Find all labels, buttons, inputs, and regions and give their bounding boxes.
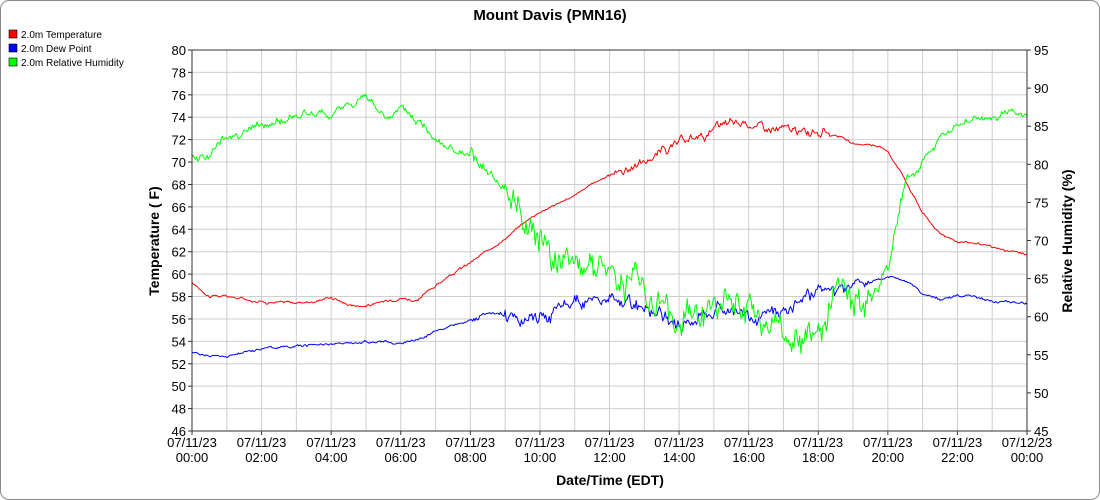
chart-title: Mount Davis (PMN16) xyxy=(473,7,626,24)
x-tick-time: 18:00 xyxy=(802,450,835,465)
legend-label-dew-point: 2.0m Dew Point xyxy=(21,44,92,55)
y-axis-left-title: Temperature ( F) xyxy=(146,186,162,295)
x-tick-date: 07/11/23 xyxy=(724,435,774,450)
y2-tick-label: 80 xyxy=(1034,157,1048,172)
x-tick-date: 07/11/23 xyxy=(654,435,704,450)
y-tick-label: 54 xyxy=(172,334,186,349)
series-line-dew-point xyxy=(191,275,1028,358)
x-tick-time: 08:00 xyxy=(454,450,487,465)
y-tick-label: 56 xyxy=(172,312,186,327)
x-tick-date: 07/11/23 xyxy=(863,435,913,450)
y-tick-label: 48 xyxy=(172,402,186,417)
y-tick-label: 52 xyxy=(172,357,186,372)
legend-label-temperature: 2.0m Temperature xyxy=(21,30,102,41)
x-tick-date: 07/11/23 xyxy=(515,435,565,450)
y-tick-label: 46 xyxy=(172,424,186,439)
x-tick-time: 10:00 xyxy=(524,450,557,465)
y-axis-right-title: Relative Humidity (%) xyxy=(1059,169,1075,312)
series-line-relative-humidity xyxy=(191,93,1028,355)
legend-label-relative-humidity: 2.0m Relative Humidity xyxy=(21,58,124,69)
y2-tick-label: 55 xyxy=(1034,348,1048,363)
series-line-temperature xyxy=(191,117,1028,308)
y-tick-label: 80 xyxy=(172,43,186,58)
x-tick-date: 07/11/23 xyxy=(793,435,843,450)
y-tick-label: 64 xyxy=(172,222,186,237)
x-tick-time: 00:00 xyxy=(1011,450,1044,465)
y-tick-label: 66 xyxy=(172,200,186,215)
x-axis-title: Date/Time (EDT) xyxy=(556,472,664,488)
y-tick-label: 50 xyxy=(172,379,186,394)
gridlines xyxy=(192,49,1027,432)
y-tick-label: 78 xyxy=(172,65,186,80)
y-tick-label: 70 xyxy=(172,155,186,170)
y2-tick-label: 70 xyxy=(1034,234,1048,249)
x-tick-time: 02:00 xyxy=(245,450,278,465)
series-lines xyxy=(191,93,1028,358)
y-tick-label: 62 xyxy=(172,245,186,260)
y2-tick-label: 60 xyxy=(1034,310,1048,325)
y-tick-label: 68 xyxy=(172,177,186,192)
legend-swatch-dew-point xyxy=(8,43,18,53)
legend-swatch-relative-humidity xyxy=(8,57,18,67)
legend-item-temperature: 2.0m Temperature xyxy=(8,29,102,41)
y-tick-label: 74 xyxy=(172,110,186,125)
x-tick-date: 07/11/23 xyxy=(933,435,983,450)
x-tick-date: 07/11/23 xyxy=(306,435,356,450)
y-tick-label: 72 xyxy=(172,133,186,148)
y2-tick-label: 85 xyxy=(1034,119,1048,134)
x-tick-date: 07/11/23 xyxy=(376,435,426,450)
y2-tick-label: 95 xyxy=(1034,43,1048,58)
legend-item-dew-point: 2.0m Dew Point xyxy=(8,43,92,55)
x-axis-ticks: 07/11/2300:0007/11/2302:0007/11/2304:000… xyxy=(167,431,1052,465)
x-tick-date: 07/11/23 xyxy=(446,435,496,450)
x-tick-time: 04:00 xyxy=(315,450,348,465)
x-tick-date: 07/11/23 xyxy=(167,435,217,450)
y-axis-left-ticks: 46 48 50 52 54 56 58 60 62 64 66 68 70 72 74 76 78 80 xyxy=(172,43,192,439)
x-tick-time: 06:00 xyxy=(384,450,417,465)
y2-tick-label: 75 xyxy=(1034,195,1048,210)
y-tick-label: 60 xyxy=(172,267,186,282)
x-tick-time: 14:00 xyxy=(663,450,696,465)
legend: 2.0m Temperature 2.0m Dew Point 2.0m Rel… xyxy=(8,29,124,69)
x-tick-time: 20:00 xyxy=(872,450,905,465)
legend-item-relative-humidity: 2.0m Relative Humidity xyxy=(8,57,124,69)
x-tick-date: 07/12/23 xyxy=(1002,435,1053,450)
x-tick-time: 16:00 xyxy=(732,450,765,465)
y2-tick-label: 45 xyxy=(1034,424,1048,439)
x-tick-date: 07/11/23 xyxy=(237,435,287,450)
y2-tick-label: 90 xyxy=(1034,81,1048,96)
x-tick-time: 22:00 xyxy=(941,450,974,465)
y-tick-label: 76 xyxy=(172,88,186,103)
x-tick-date: 07/11/23 xyxy=(585,435,635,450)
x-tick-time: 12:00 xyxy=(593,450,626,465)
y-axis-right-ticks: 45 50 55 60 65 70 75 80 85 90 95 xyxy=(1027,43,1048,439)
legend-swatch-temperature xyxy=(8,29,18,39)
y2-tick-label: 65 xyxy=(1034,272,1048,287)
x-tick-time: 00:00 xyxy=(176,450,209,465)
y2-tick-label: 50 xyxy=(1034,386,1048,401)
y-tick-label: 58 xyxy=(172,290,186,305)
